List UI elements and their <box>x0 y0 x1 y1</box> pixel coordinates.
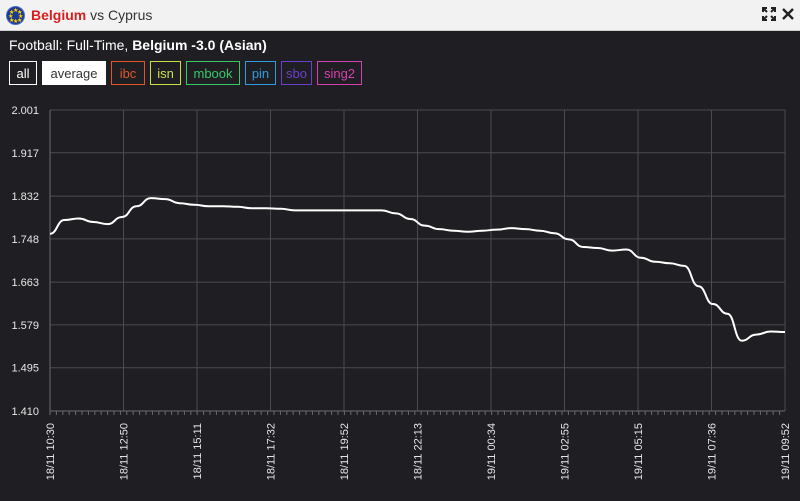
x-tick-label: 19/11 09:52 <box>780 423 792 480</box>
away-team: Cyprus <box>108 7 153 23</box>
window-title: Belgium vs Cyprus <box>31 7 152 23</box>
title-separator: vs <box>90 7 105 23</box>
filter-button-average[interactable]: average <box>42 61 106 85</box>
filter-button-mbook[interactable]: mbook <box>186 61 240 85</box>
x-tick-label: 18/11 15:11 <box>192 423 204 479</box>
filter-button-isn[interactable]: isn <box>150 61 181 85</box>
x-tick-label: 18/11 10:30 <box>45 423 57 480</box>
x-tick-label: 18/11 17:32 <box>266 423 278 480</box>
market-name: Belgium -3.0 (Asian) <box>132 37 267 53</box>
close-icon[interactable] <box>780 6 796 22</box>
expand-icon[interactable] <box>761 6 777 22</box>
x-tick-label: 18/11 12:50 <box>119 423 131 480</box>
series-line-average <box>49 197 786 342</box>
y-tick-label: 1.663 <box>11 277 39 289</box>
y-tick-label: 1.917 <box>11 148 39 160</box>
x-tick-label: 18/11 19:52 <box>339 423 351 480</box>
home-team: Belgium <box>31 7 87 23</box>
x-tick-label: 19/11 05:15 <box>633 423 645 480</box>
filter-button-sing2[interactable]: sing2 <box>317 61 362 85</box>
flag-icon: ★ ★ ★ ★ ★ ★ ★ ★ <box>6 6 25 25</box>
x-tick-label: 18/11 22:13 <box>413 423 425 480</box>
y-tick-label: 1.832 <box>11 191 39 203</box>
filter-button-ibc[interactable]: ibc <box>111 61 145 85</box>
x-tick-label: 19/11 02:55 <box>560 423 572 480</box>
x-tick-label: 19/11 00:34 <box>486 423 498 480</box>
market-subtitle: Football: Full-Time, Belgium -3.0 (Asian… <box>9 37 267 53</box>
y-tick-label: 2.001 <box>11 105 39 117</box>
subtitle-prefix: Football: Full-Time, <box>9 37 129 53</box>
y-tick-label: 1.495 <box>11 363 39 375</box>
y-tick-label: 1.410 <box>11 406 39 418</box>
filter-button-all[interactable]: all <box>9 61 37 85</box>
y-tick-label: 1.579 <box>11 320 39 332</box>
odds-line-chart: 2.001 1.917 1.832 1.748 1.663 1.579 1.495 1.410… <box>11 105 792 480</box>
y-tick-label: 1.748 <box>11 234 39 246</box>
x-tick-label: 19/11 07:36 <box>707 423 719 480</box>
filter-button-pin[interactable]: pin <box>245 61 276 85</box>
filter-button-sbo[interactable]: sbo <box>281 61 312 85</box>
window-titlebar: ★ ★ ★ ★ ★ ★ ★ ★ Belgium vs Cyprus <box>0 0 800 31</box>
